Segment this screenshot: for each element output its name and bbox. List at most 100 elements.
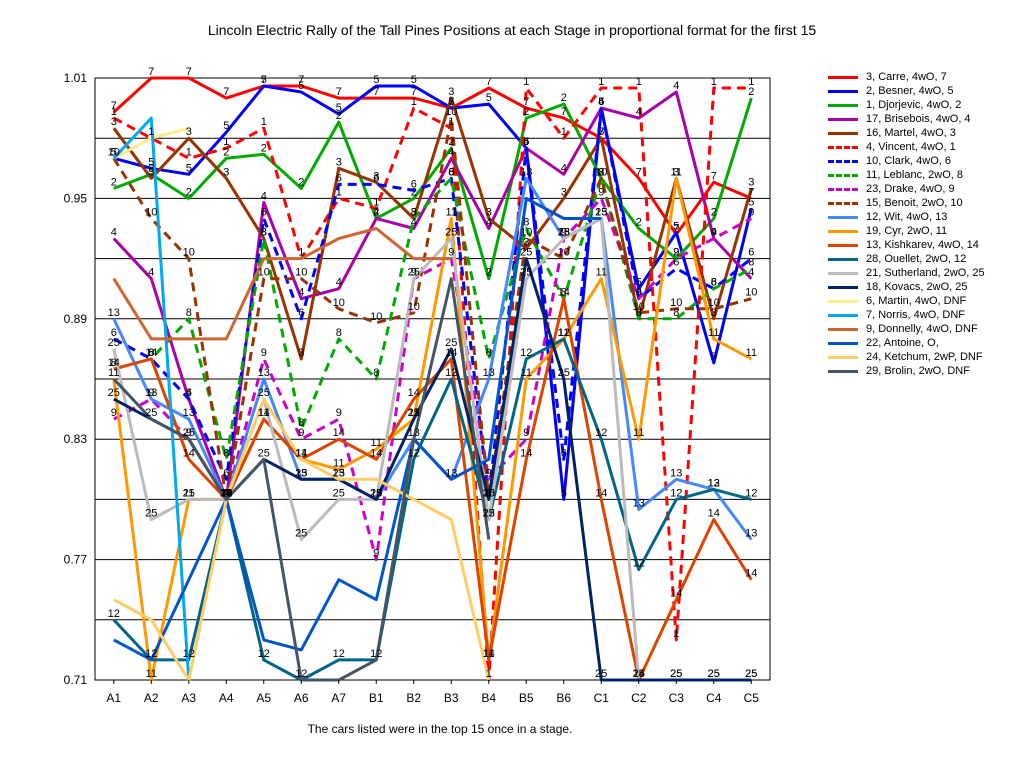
point-label: 9 [636,287,642,299]
point-label: 13 [370,487,382,499]
point-label: 12 [633,558,645,570]
legend-swatch [828,257,858,261]
point-label: 8 [673,307,679,319]
point-label: 4 [523,136,529,148]
point-label: 14 [295,447,307,459]
legend-item: 28, Ouellet, 2wO, 12 [828,252,1024,266]
legend-item: 29, Brolin, 2wO, DNF [828,364,1024,378]
point-label: 10 [745,287,757,299]
point-label: 3 [373,170,379,182]
point-label: 1 [561,126,567,138]
legend-swatch [828,215,858,219]
x-tick-label: A1 [106,691,121,705]
legend-swatch [828,145,858,149]
point-label: 10 [370,311,382,323]
x-tick-label: C1 [594,691,610,705]
point-label: 13 [708,477,720,489]
series-line [113,97,753,281]
point-label: 2 [336,110,342,122]
point-label: 2 [411,186,417,198]
legend-item: 24, Ketchum, 2wP, DNF [828,350,1024,364]
point-label: 6 [598,96,604,108]
x-tick-label: A2 [144,691,159,705]
point-label: 9 [336,407,342,419]
point-label: 2 [223,146,229,158]
point-label: 3 [448,86,454,98]
legend-item: 7, Norris, 4wO, DNF [828,308,1024,322]
point-label: 9 [673,247,679,259]
point-label: 10 [295,267,307,279]
point-label: 6 [561,447,567,459]
legend-label: 7, Norris, 4wO, DNF [866,309,966,321]
point-label: 11 [671,166,682,178]
series-line [112,227,452,341]
point-label: 10 [408,301,420,313]
point-label: 14 [145,347,157,359]
point-label: 1 [336,186,342,198]
legend-swatch [828,229,858,233]
point-label: 2 [261,142,267,154]
point-label: 11 [746,347,757,359]
legend-label: 21, Sutherland, 2wO, 25 [866,267,985,279]
point-label: 1 [186,146,192,158]
x-tick-label: A6 [294,691,309,705]
point-label: 12 [595,427,607,439]
point-label: 9 [523,427,529,439]
x-tick-label: C2 [631,691,647,705]
point-label: 9 [186,427,192,439]
point-label: 25 [745,668,757,680]
point-label: 2 [748,86,754,98]
point-label: 1 [373,196,379,208]
point-label: 2 [448,136,454,148]
series-line [113,397,491,682]
point-label: 4 [748,267,754,279]
legend-label: 29, Brolin, 2wO, DNF [866,365,970,377]
point-label: 1 [711,76,717,88]
point-label: 3 [711,307,717,319]
point-label: 25 [258,447,270,459]
point-label: 2 [636,217,642,229]
series-line [113,84,753,501]
legend-item: 6, Martin, 4wO, DNF [828,294,1024,308]
legend-swatch [828,201,858,205]
point-label: 7 [598,126,604,138]
point-label: 13 [258,367,270,379]
point-label: 12 [483,507,495,519]
point-label: 25 [558,227,570,239]
point-label: 12 [558,327,570,339]
point-label: 12 [670,487,682,499]
point-label: 1 [261,116,267,128]
legend-item: 12, Wit, 4wO, 13 [828,210,1024,224]
point-label: 3 [561,186,567,198]
point-label: 5 [486,92,492,104]
point-label: 5 [636,277,642,289]
point-label: 9 [148,387,154,399]
point-label: 7 [111,100,117,112]
point-label: 14 [595,487,607,499]
legend-label: 28, Ouellet, 2wO, 12 [866,253,967,265]
point-label: 14 [483,648,495,660]
point-label: 1 [486,668,492,680]
point-label: 7 [298,74,304,86]
point-label: 2 [111,176,117,188]
point-label: 6 [486,487,492,499]
point-label: 11 [371,437,382,449]
legend-label: 3, Carre, 4wO, 7 [866,71,947,83]
legend-item: 16, Martel, 4wO, 3 [828,126,1024,140]
legend-swatch [828,327,858,331]
point-label: 13 [333,467,345,479]
point-label: 25 [295,467,307,479]
point-label: 8 [636,307,642,319]
legend-item: 22, Antoine, O, [828,336,1024,350]
point-label: 2 [486,267,492,279]
x-tick-label: A4 [219,691,234,705]
point-label: 2 [298,176,304,188]
legend-item: 10, Clark, 4wO, 6 [828,154,1024,168]
point-label: 4 [261,190,267,202]
legend-label: 16, Martel, 4wO, 3 [866,127,956,139]
point-label: 9 [448,247,454,259]
point-label: 10 [445,106,457,118]
point-label: 2 [673,247,679,259]
point-label: 10 [183,247,195,259]
